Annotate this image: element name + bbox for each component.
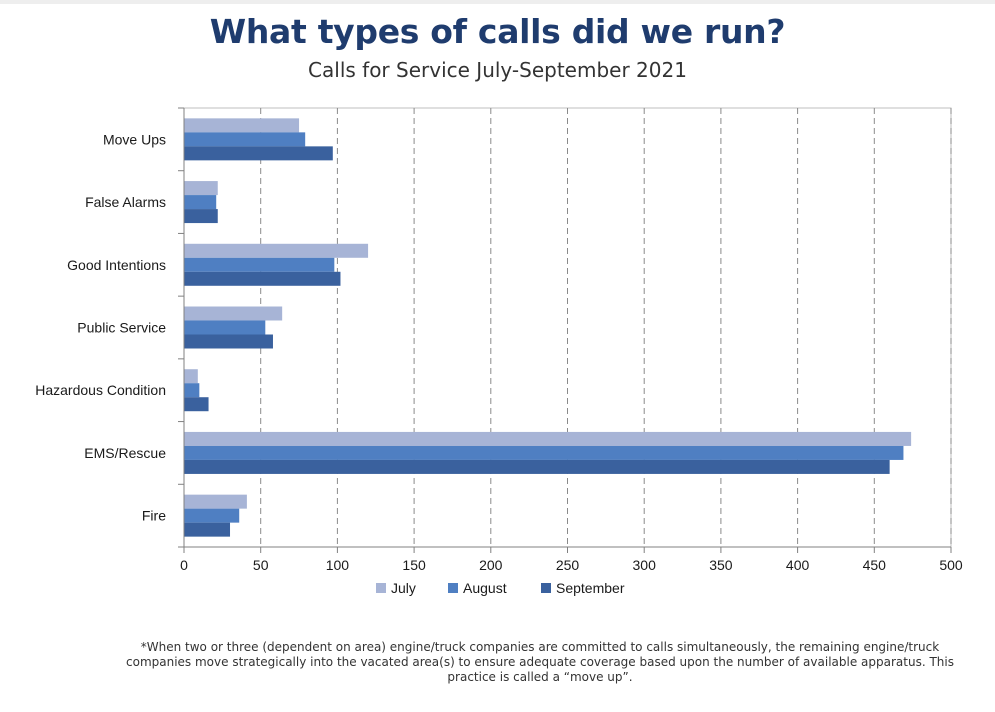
category-label: Move Ups [103, 131, 166, 147]
x-tick-label: 50 [253, 557, 269, 573]
bar-chart: Move Ups False Alarms Good Intentions Publi… [35, 107, 963, 596]
bar-september-6 [184, 459, 890, 474]
x-tick-label: 200 [479, 557, 503, 573]
legend-swatch-september [541, 583, 551, 593]
x-tick-label: 300 [633, 557, 657, 573]
x-tick-label: 150 [402, 557, 426, 573]
bar-august-5 [184, 383, 200, 398]
category-label: Public Service [77, 320, 166, 336]
category-label: Fire [142, 508, 166, 524]
category-label: EMS/Rescue [84, 445, 166, 461]
page-subtitle: Calls for Service July-September 2021 [308, 58, 687, 82]
bar-september-5 [184, 397, 209, 412]
legend-swatch-july [376, 583, 386, 593]
x-tick-label: 0 [180, 557, 188, 573]
bar-august-4 [184, 320, 266, 335]
bar-september-1 [184, 146, 333, 161]
legend-label-august: August [463, 580, 507, 596]
top-bar [0, 0, 995, 4]
bar-august-1 [184, 132, 306, 147]
legend-label-july: July [391, 580, 416, 596]
bar-july-5 [184, 369, 198, 384]
category-label: False Alarms [85, 194, 166, 210]
page-title: What types of calls did we run? [209, 12, 786, 51]
bar-august-2 [184, 195, 217, 210]
bar-july-6 [184, 431, 912, 446]
footnote: *When two or three (dependent on area) e… [126, 640, 954, 684]
legend-swatch-august [448, 583, 458, 593]
x-tick-label: 400 [786, 557, 810, 573]
bar-july-4 [184, 306, 283, 321]
bar-september-3 [184, 271, 341, 286]
bar-september-7 [184, 522, 231, 537]
bar-august-7 [184, 508, 240, 523]
legend-label-september: September [556, 580, 625, 596]
bar-july-7 [184, 494, 247, 509]
category-label: Good Intentions [67, 257, 166, 273]
bar-august-6 [184, 445, 904, 460]
bar-july-3 [184, 243, 369, 258]
category-label: Hazardous Condition [35, 382, 166, 398]
x-tick-label: 100 [326, 557, 350, 573]
x-tick-label: 500 [939, 557, 963, 573]
bar-july-1 [184, 118, 300, 133]
x-tick-label: 350 [709, 557, 733, 573]
bar-september-4 [184, 334, 273, 349]
bar-august-3 [184, 257, 335, 272]
x-tick-label: 250 [556, 557, 580, 573]
bar-july-2 [184, 181, 218, 196]
bar-september-2 [184, 209, 218, 224]
x-tick-label: 450 [863, 557, 887, 573]
